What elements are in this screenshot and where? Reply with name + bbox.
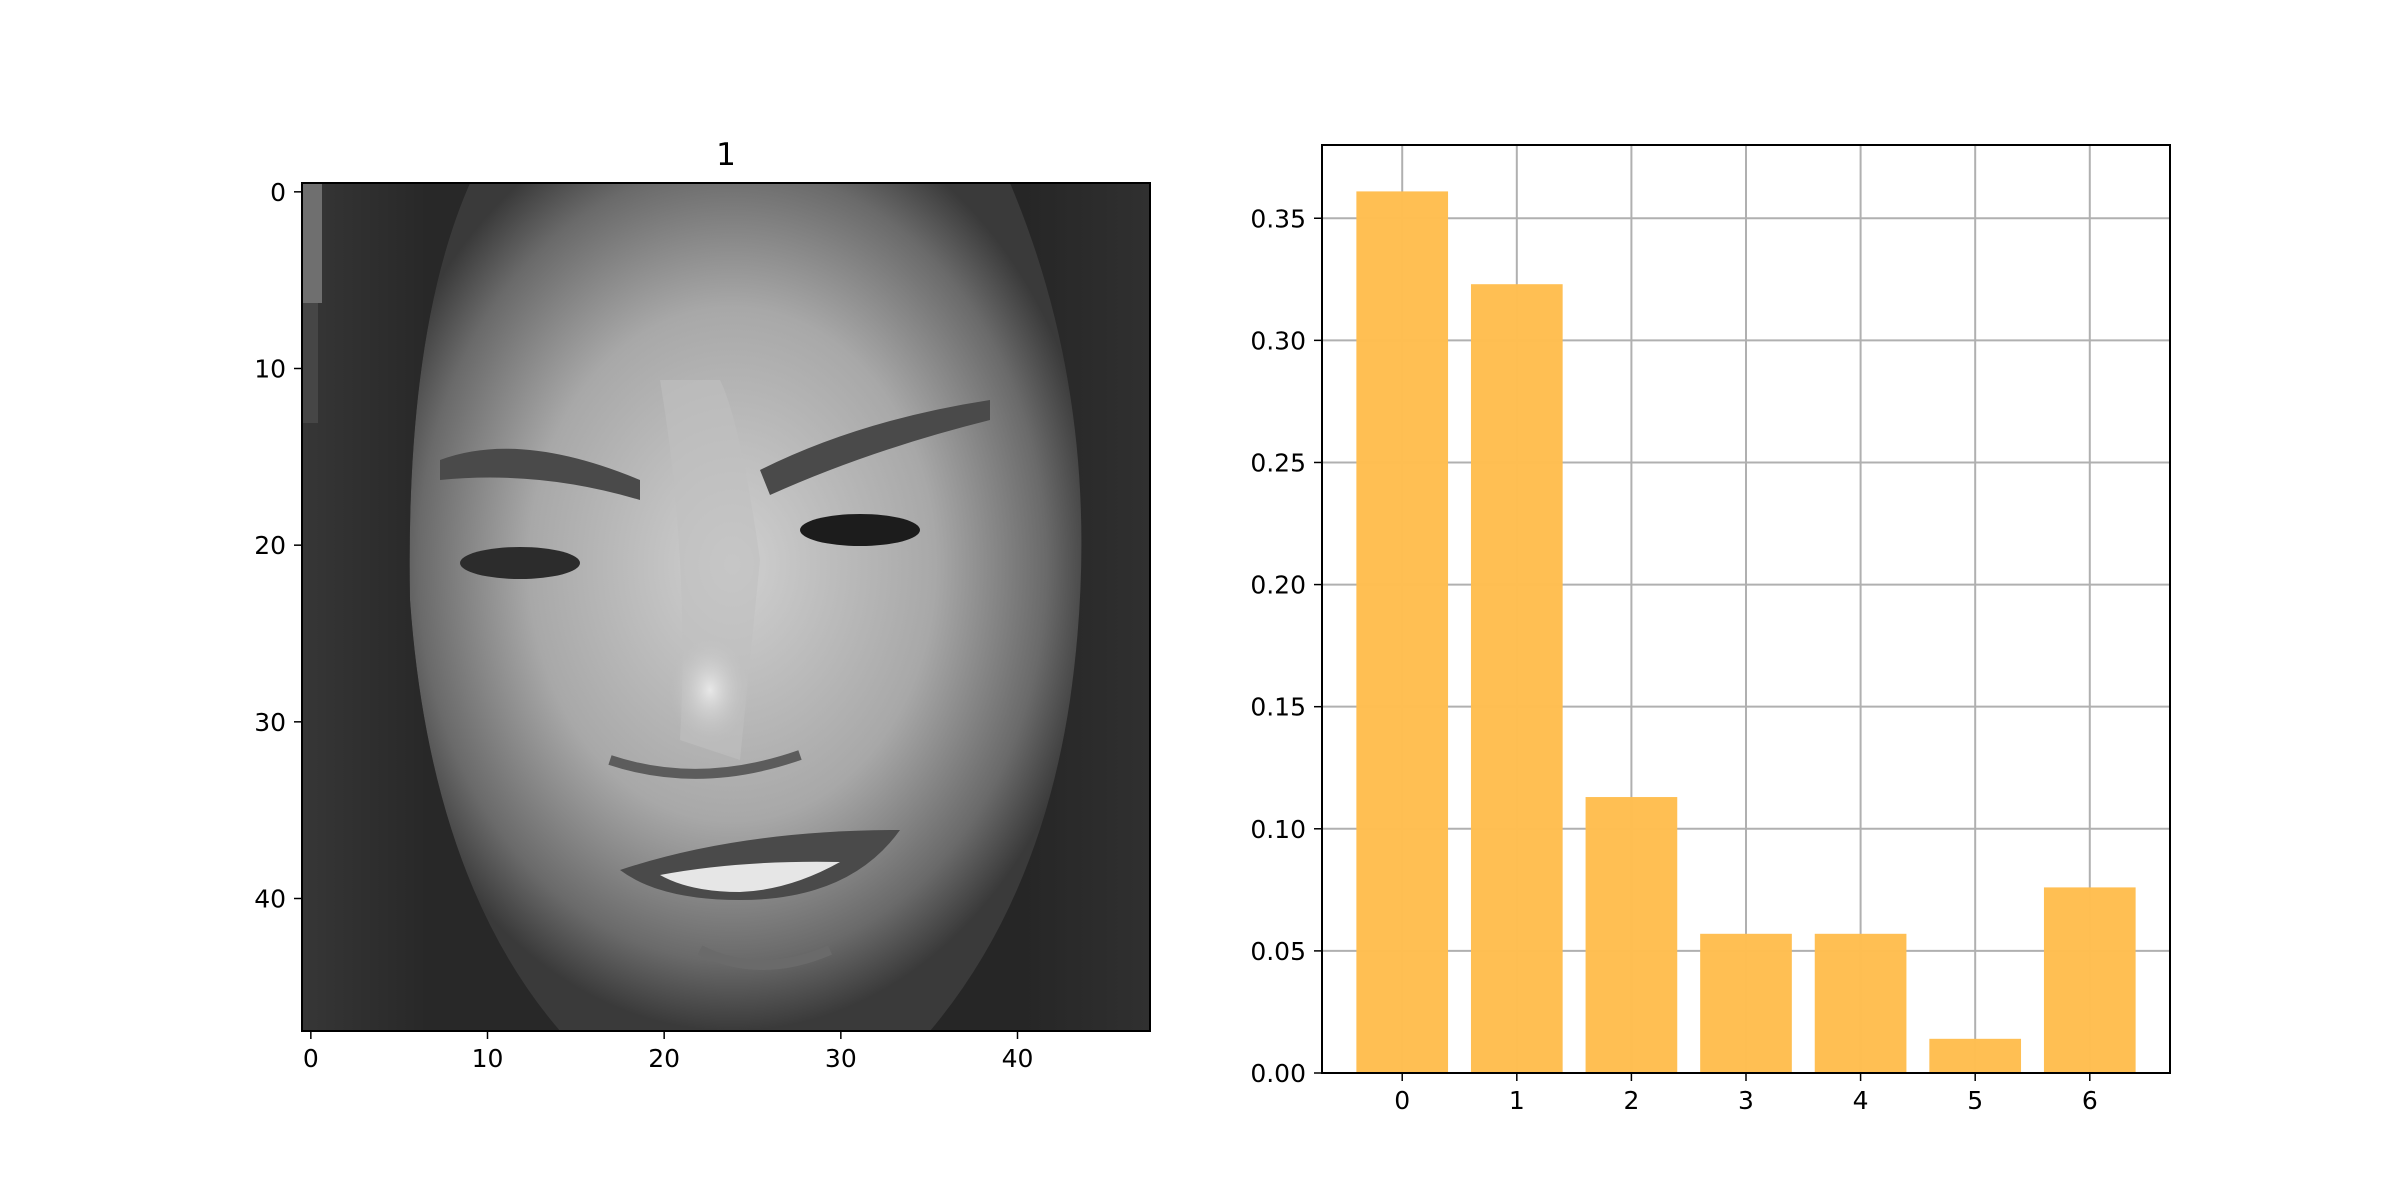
face-image <box>302 183 1150 1031</box>
image-y-ticks: 0 10 20 30 40 <box>254 178 302 914</box>
bar-0 <box>1356 191 1449 1073</box>
image-y-tick-label: 0 <box>270 178 286 207</box>
chart-y-tick-label: 0.05 <box>1250 937 1306 966</box>
chart-y-tick-label: 0.30 <box>1250 326 1306 355</box>
chart-y-tick-label: 0.25 <box>1250 448 1306 477</box>
chart-x-ticks: 0 1 2 3 4 5 6 <box>1394 1073 2098 1115</box>
chart-x-tick-label: 0 <box>1394 1086 1410 1115</box>
chart-y-tick-label: 0.35 <box>1250 204 1306 233</box>
chart-y-tick-label: 0.20 <box>1250 571 1306 600</box>
image-panel: 1 0 10 20 30 40 0 10 20 30 40 <box>254 137 1151 1073</box>
bar-5 <box>1929 1038 2022 1073</box>
chart-x-tick-label: 3 <box>1738 1086 1754 1115</box>
bar-4 <box>1814 933 1907 1073</box>
bar-chart: 0 1 2 3 4 5 6 0.00 0.05 0.10 0.15 0.20 0.25 0.30 0.35 <box>1250 144 2171 1115</box>
image-y-tick-label: 20 <box>254 531 286 560</box>
image-x-tick-label: 30 <box>825 1044 857 1073</box>
chart-x-tick-label: 4 <box>1853 1086 1869 1115</box>
image-x-ticks: 0 10 20 30 40 <box>303 1031 1034 1073</box>
image-x-tick-label: 10 <box>472 1044 504 1073</box>
bar-6 <box>2043 887 2136 1073</box>
chart-bars <box>1356 191 2136 1073</box>
image-y-tick-label: 30 <box>254 708 286 737</box>
image-y-tick-label: 10 <box>254 355 286 384</box>
chart-y-ticks: 0.00 0.05 0.10 0.15 0.20 0.25 0.30 0.35 <box>1250 204 1322 1088</box>
chart-x-tick-label: 2 <box>1623 1086 1639 1115</box>
bar-3 <box>1700 933 1792 1073</box>
chart-y-tick-label: 0.15 <box>1250 693 1306 722</box>
image-x-tick-label: 40 <box>1002 1044 1034 1073</box>
image-x-tick-label: 20 <box>648 1044 680 1073</box>
image-title: 1 <box>716 137 736 173</box>
image-y-tick-label: 40 <box>254 885 286 914</box>
bar-1 <box>1470 284 1563 1073</box>
image-x-tick-label: 0 <box>303 1044 319 1073</box>
image-frame <box>301 182 1151 1032</box>
bar-2 <box>1585 797 1678 1073</box>
chart-x-tick-label: 6 <box>2082 1086 2098 1115</box>
chart-x-tick-label: 1 <box>1509 1086 1525 1115</box>
chart-y-tick-label: 0.00 <box>1250 1059 1306 1088</box>
chart-y-tick-label: 0.10 <box>1250 815 1306 844</box>
chart-x-tick-label: 5 <box>1967 1086 1983 1115</box>
